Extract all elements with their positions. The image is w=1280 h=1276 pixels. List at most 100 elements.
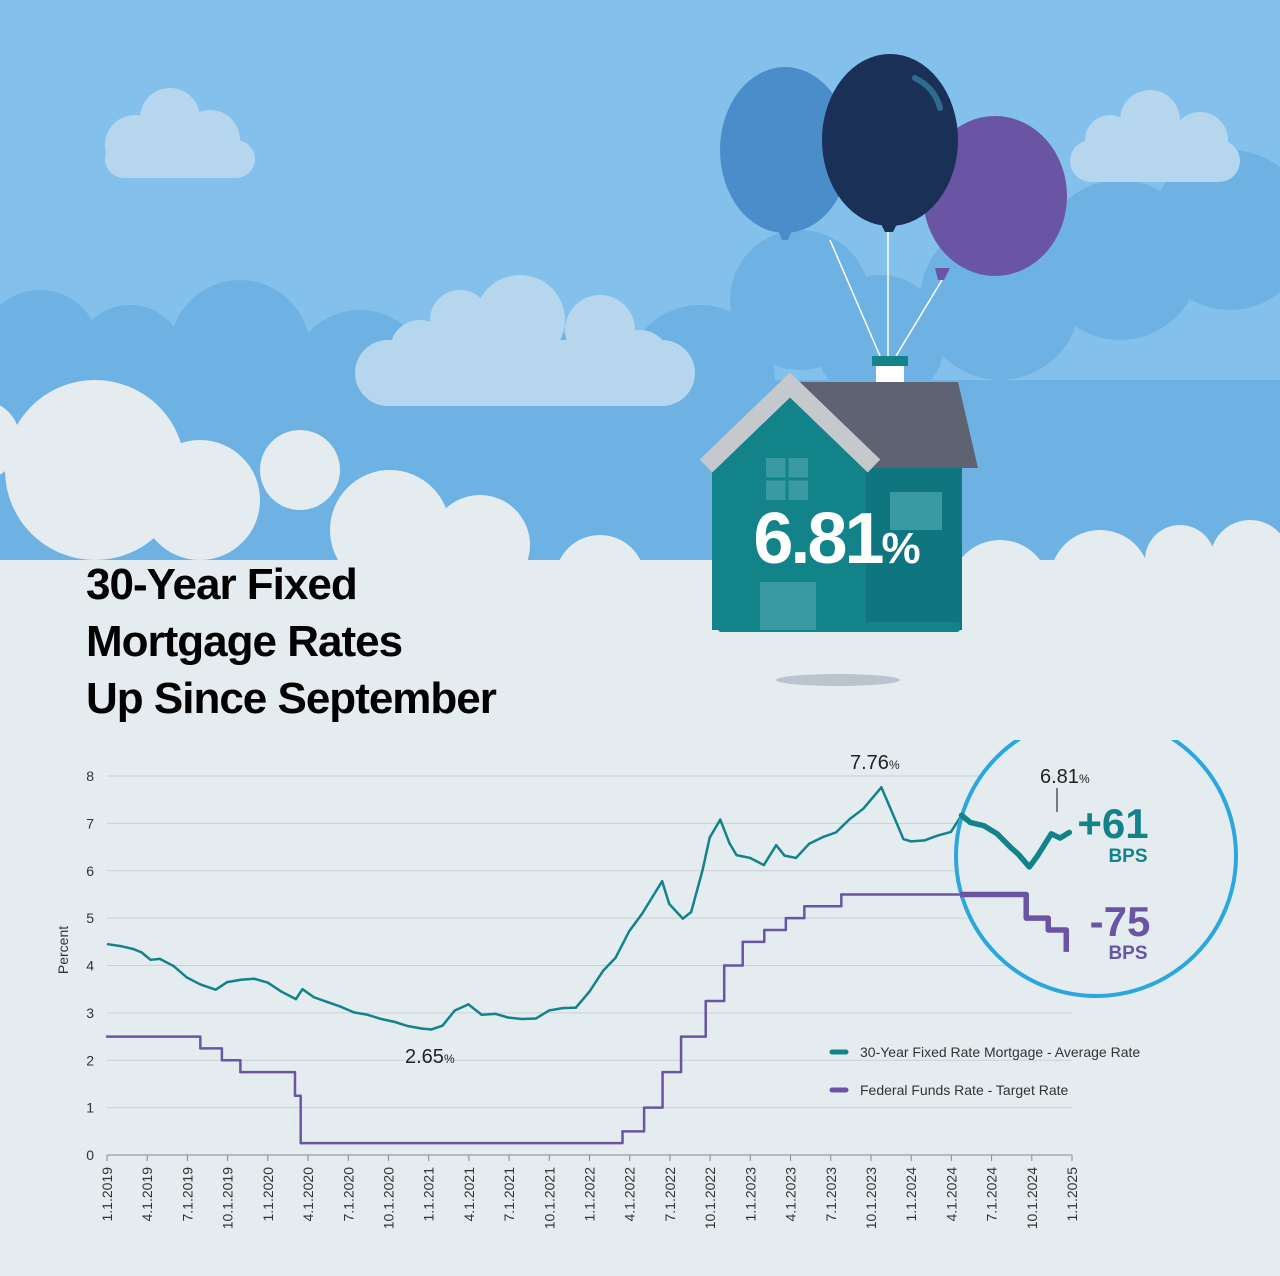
- y-tick-label: 8: [86, 768, 94, 784]
- x-tick-label: 4.1.2021: [461, 1167, 477, 1222]
- mortgage-change-value: +61: [1077, 800, 1148, 847]
- front-cloud-layer: [0, 380, 1280, 740]
- mortgage-data-point: [453, 1009, 456, 1012]
- fed-data-point: [299, 1141, 302, 1145]
- chart-grid: [107, 775, 1072, 1156]
- mortgage-data-point: [748, 856, 752, 860]
- x-tick-label: 7.1.2021: [501, 1167, 517, 1222]
- mortgage-data-point: [480, 1013, 483, 1016]
- distant-cloud: [105, 88, 255, 178]
- x-tick-label: 1.1.2025: [1064, 1167, 1080, 1222]
- mortgage-data-point: [325, 1000, 329, 1004]
- annotation-unit: %: [444, 1052, 455, 1066]
- chart-legend: 30-Year Fixed Rate Mortgage - Average Ra…: [829, 1044, 1140, 1098]
- mortgage-data-point: [507, 1016, 510, 1019]
- mortgage-data-point: [252, 977, 256, 980]
- mortgage-data-point: [420, 1027, 423, 1030]
- peak-rate-annotation: 7.76%: [850, 752, 900, 774]
- x-tick-label: 1.1.2019: [99, 1167, 115, 1222]
- house-rate-label: 6.81%: [712, 498, 962, 580]
- mortgage-data-point: [902, 837, 905, 841]
- house-rate-unit: %: [881, 524, 921, 573]
- x-tick-label: 1.1.2022: [582, 1167, 598, 1222]
- page-title: 30-Year Fixed Mortgage Rates Up Since Se…: [86, 556, 497, 727]
- x-tick-label: 1.1.2020: [260, 1167, 276, 1222]
- y-tick-label: 0: [86, 1147, 94, 1163]
- mortgage-data-point: [689, 910, 693, 914]
- mortgage-data-point: [131, 947, 135, 951]
- fed-data-point: [840, 893, 843, 896]
- mortgage-data-point: [708, 836, 711, 839]
- x-tick-label: 10.1.2024: [1024, 1167, 1040, 1229]
- mortgage-change-unit: BPS: [1108, 846, 1147, 867]
- mortgage-data-point: [280, 990, 283, 993]
- y-tick-label: 3: [86, 1005, 94, 1021]
- mortgage-data-point: [909, 840, 913, 843]
- mortgage-data-point: [794, 856, 798, 860]
- mortgage-data-point: [762, 863, 766, 867]
- mortgage-data-point: [547, 1009, 551, 1012]
- mortgage-data-point: [106, 942, 110, 946]
- mortgage-data-point: [862, 807, 865, 810]
- mortgage-data-point: [214, 988, 217, 991]
- balloon-strings: [829, 230, 943, 357]
- mortgage-data-point: [393, 1020, 396, 1024]
- title-line: Up Since September: [86, 674, 497, 723]
- fed-data-point: [293, 1094, 297, 1097]
- x-tick-label: 7.1.2022: [662, 1167, 678, 1222]
- fed-change-value: -75: [1090, 898, 1151, 945]
- fed-data-point: [679, 1035, 683, 1038]
- y-tick-label: 6: [86, 863, 94, 879]
- mortgage-data-point: [561, 1006, 564, 1010]
- rate-chart: 0 1 2 3 4 5 6 7 8 1.1.2019 4.1.2019 7.1.2019 10.1.2…: [55, 740, 1238, 1229]
- mortgage-data-point: [923, 839, 926, 842]
- mortgage-data-point: [735, 853, 738, 857]
- y-axis: 0 1 2 3 4 5 6 7 8: [86, 768, 94, 1163]
- mortgage-data-point: [239, 978, 243, 981]
- fed-data-point: [621, 1130, 624, 1133]
- fed-data-point: [704, 999, 707, 1003]
- mortgage-data-point: [774, 843, 778, 847]
- annotation-value: 7.76: [850, 752, 889, 774]
- y-tick-label: 2: [86, 1052, 94, 1068]
- x-tick-label: 10.1.2022: [702, 1167, 718, 1229]
- annotation-unit: %: [889, 758, 900, 772]
- x-tick-label: 7.1.2023: [823, 1167, 839, 1222]
- mortgage-data-point: [185, 976, 188, 979]
- fed-data-point: [723, 964, 726, 967]
- annotation-unit: %: [1079, 772, 1090, 786]
- mortgage-data-point: [807, 842, 811, 845]
- series-line-mortgage: [107, 786, 1071, 1031]
- fed-data-point: [803, 905, 806, 908]
- mortgage-data-point: [149, 958, 152, 962]
- mortgage-data-point: [821, 835, 825, 839]
- x-tick-label: 7.1.2024: [984, 1167, 1000, 1222]
- house-icon: [699, 356, 978, 686]
- mortgage-data-point: [266, 981, 269, 984]
- mortgage-data-point: [380, 1017, 383, 1021]
- mortgage-data-point: [140, 951, 143, 954]
- mortgage-data-point: [834, 831, 838, 834]
- legend-label-fed: Federal Funds Rate - Target Rate: [860, 1082, 1069, 1098]
- balloon-purple-icon: [923, 116, 1067, 280]
- y-tick-label: 7: [86, 815, 94, 831]
- mortgage-data-point: [667, 902, 671, 906]
- fed-data-point: [199, 1047, 202, 1050]
- fed-data-point: [763, 928, 766, 932]
- mortgage-data-point: [614, 956, 617, 960]
- fed-data-point: [239, 1070, 242, 1074]
- mortgage-data-point: [119, 944, 122, 948]
- mortgage-data-point: [681, 917, 685, 920]
- mortgage-data-point: [467, 1003, 470, 1006]
- x-tick-label: 10.1.2021: [541, 1167, 557, 1229]
- fed-data-point: [220, 1059, 224, 1062]
- x-tick-label: 4.1.2022: [622, 1167, 638, 1222]
- mortgage-data-point: [312, 996, 316, 999]
- mortgage-data-point: [701, 868, 704, 872]
- mortgage-data-point: [172, 964, 175, 968]
- x-tick-label: 4.1.2020: [300, 1167, 316, 1222]
- mortgage-data-point: [366, 1013, 369, 1016]
- title-line: 30-Year Fixed: [86, 560, 358, 609]
- mortgage-data-point: [494, 1012, 497, 1016]
